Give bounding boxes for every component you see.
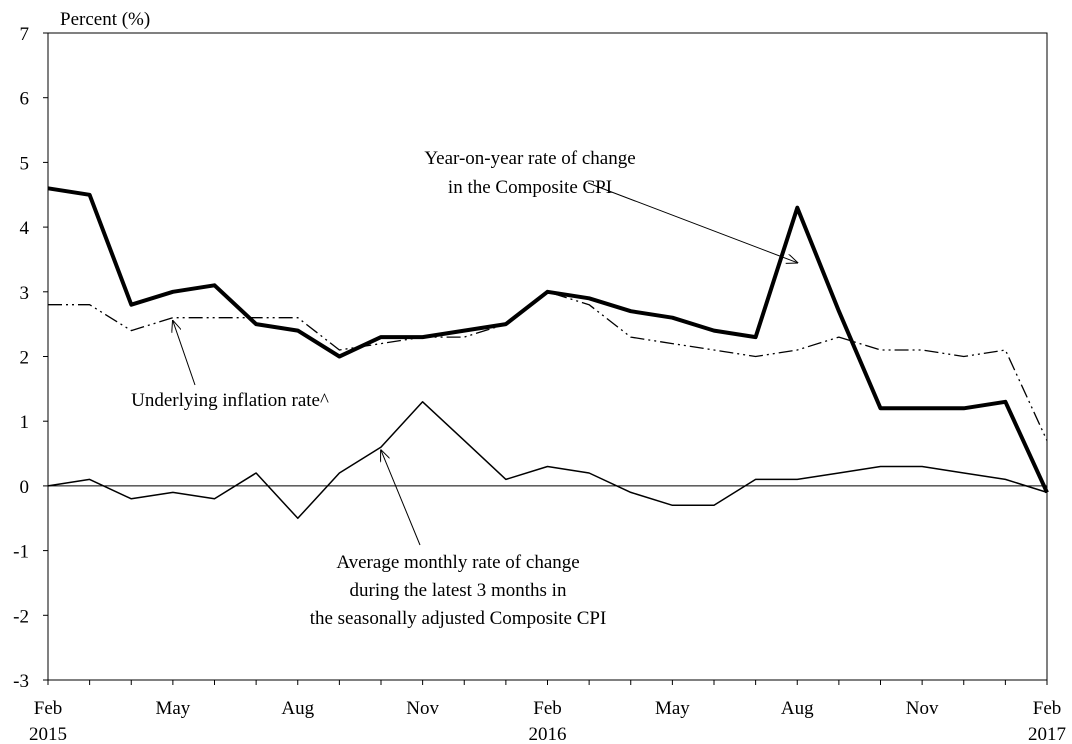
annotation-monthly-line-3: the seasonally adjusted Composite CPI xyxy=(310,608,607,629)
x-tick-year-label: 2015 xyxy=(29,724,67,744)
annotation-composite-line-2: in the Composite CPI xyxy=(448,177,612,198)
x-tick-label: May xyxy=(155,698,190,719)
y-tick-label: 2 xyxy=(20,348,30,369)
y-tick-label: -2 xyxy=(13,606,29,627)
x-tick-label: Aug xyxy=(281,698,314,719)
annotation-arrow-composite xyxy=(587,182,797,263)
x-tick-label: Feb xyxy=(1033,698,1062,719)
x-tick-label: May xyxy=(655,698,690,719)
y-tick-label: 7 xyxy=(20,24,30,45)
y-tick-label: 3 xyxy=(20,283,30,304)
y-tick-label: 0 xyxy=(20,477,30,498)
annotation-monthly-line-2: during the latest 3 months in xyxy=(350,580,567,601)
annotation-arrow-monthly xyxy=(381,450,421,546)
x-tick-year-label: 2016 xyxy=(529,724,567,744)
x-tick-label: Feb xyxy=(34,698,63,719)
y-tick-label: 1 xyxy=(20,412,30,433)
y-axis-label: Percent (%) xyxy=(60,9,150,30)
series-lines xyxy=(47,186,1049,520)
y-tick-label: 6 xyxy=(20,89,30,110)
annotation-monthly-line-1: Average monthly rate of change xyxy=(336,552,579,573)
x-tick-label: Nov xyxy=(406,698,439,719)
y-tick-label: -3 xyxy=(13,671,29,692)
series-line-monthly xyxy=(47,401,1048,520)
y-tick-label: -1 xyxy=(13,542,29,563)
series-line-composite xyxy=(47,186,1049,494)
series-line-underlying xyxy=(48,291,1048,441)
annotations: Year-on-year rate of change in the Compo… xyxy=(131,148,797,629)
annotation-underlying-line-1: Underlying inflation rate^ xyxy=(131,390,329,411)
x-tick-year-label: 2017 xyxy=(1028,724,1066,744)
x-tick-label: Aug xyxy=(781,698,814,719)
x-tick-label: Nov xyxy=(906,698,939,719)
annotation-arrow-underlying xyxy=(173,321,196,386)
axes: -3 -2 -1 0 1 2 3 4 5 6 7 Feb 2015 May Aug Nov Feb 2016 May… xyxy=(13,24,1066,744)
y-tick-label: 5 xyxy=(20,153,30,174)
annotation-composite-line-1: Year-on-year rate of change xyxy=(424,148,635,169)
x-tick-label: Feb xyxy=(533,698,562,719)
y-tick-label: 4 xyxy=(20,218,30,239)
